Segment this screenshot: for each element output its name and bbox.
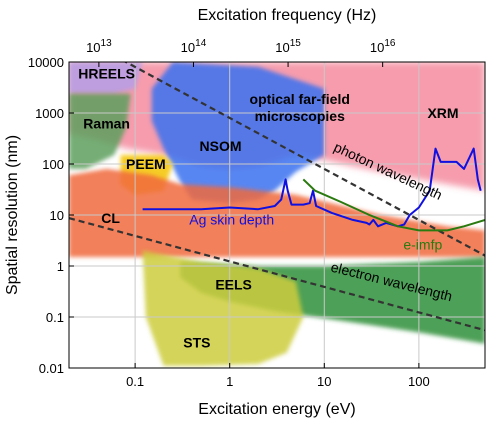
region-sts (142, 250, 304, 366)
technique-regions (69, 62, 485, 366)
label-sts: STS (183, 335, 210, 351)
label-nsom: NSOM (200, 138, 242, 154)
region-nsom (151, 62, 325, 204)
x-tick-label: 1 (226, 374, 233, 389)
region-raman (69, 93, 131, 169)
region-cl (69, 168, 485, 257)
y-tick-label: 10 (50, 208, 64, 223)
wavelength-lines (69, 62, 485, 332)
axes: 0.1 1 10 100 10000 1000 100 10 1 0.1 0.01 1013 1014 1… (4, 7, 430, 418)
y-tick-label: 0.1 (46, 310, 64, 325)
dashed-photon-wavelength (123, 62, 485, 257)
region-hreels (69, 62, 143, 94)
label-hreels: HREELS (78, 65, 135, 81)
top-axis-title: Excitation frequency (Hz) (198, 7, 377, 24)
y-tick-label: 100 (42, 157, 64, 172)
x2-tick-label: 1015 (275, 38, 301, 55)
y-tick-label: 0.01 (39, 361, 64, 376)
label-ag-skin-depth: Ag skin depth (189, 212, 274, 228)
x-tick-label: 100 (408, 374, 430, 389)
y-axis-title: Spatial resolution (nm) (4, 135, 21, 295)
x-tick-label: 0.1 (126, 374, 144, 389)
label-eels: EELS (215, 276, 252, 292)
label-optical-far-field-microscopies: optical far-field microscopies (250, 91, 350, 124)
series-e-imfp (302, 178, 485, 232)
label-xrm: XRM (427, 105, 458, 121)
x-tick-label: 10 (317, 374, 331, 389)
series-ag-skin-depth (142, 147, 482, 228)
x2-tick-label: 1016 (370, 38, 396, 55)
label-peem: PEEM (126, 156, 166, 172)
y-tick-label: 1 (57, 259, 64, 274)
x2-tick-label: 1014 (181, 38, 207, 55)
label-cl: CL (101, 210, 120, 226)
dashed-electron-wavelength (69, 217, 485, 332)
x-axis-title: Excitation energy (eV) (198, 401, 355, 418)
y-tick-label: 10000 (28, 55, 64, 70)
data-curves (142, 147, 485, 232)
label-raman: Raman (83, 115, 130, 131)
label-e-imfp: e-imfp (403, 237, 442, 253)
grid-lines (69, 62, 485, 368)
x2-tick-label: 1013 (86, 38, 112, 55)
y-tick-label: 1000 (35, 106, 64, 121)
